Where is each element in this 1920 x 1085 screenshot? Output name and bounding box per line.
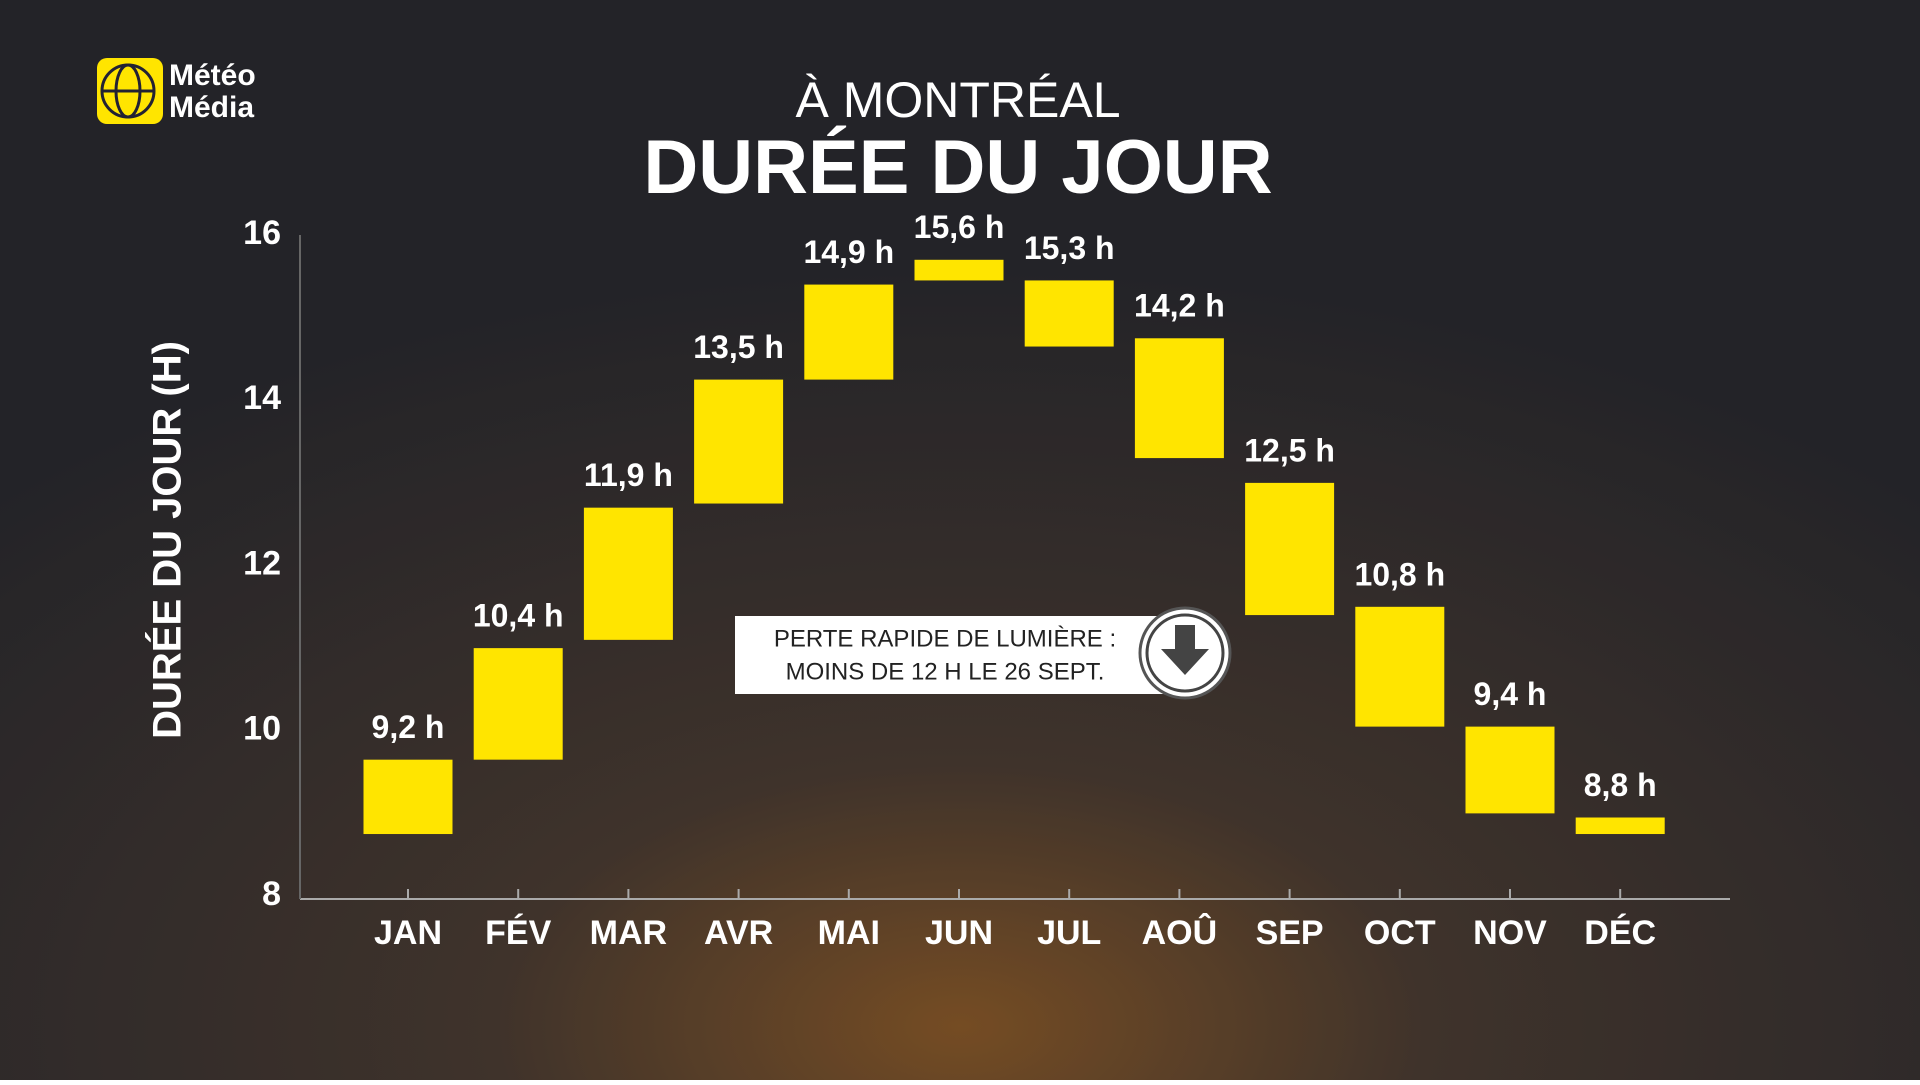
- brand: Météo: [169, 59, 256, 92]
- value-label: 15,6 h: [914, 209, 1005, 245]
- bar: [473, 648, 563, 760]
- y-tick-label: 12: [243, 544, 281, 582]
- bar: [1355, 606, 1445, 727]
- y-axis-label: DURÉE DU JOUR (H): [145, 341, 190, 739]
- chart-title: DURÉE DU JOUR: [643, 125, 1272, 210]
- x-tick-label: DÉC: [1584, 914, 1656, 952]
- value-label: 14,2 h: [1134, 288, 1225, 324]
- x-tick-label: JUN: [925, 914, 993, 952]
- y-tick-label: 8: [262, 875, 281, 913]
- value-label: 9,4 h: [1474, 676, 1547, 712]
- bar: [1575, 817, 1665, 835]
- logo: Météo Média: [97, 58, 256, 124]
- value-label: 10,8 h: [1354, 556, 1445, 592]
- x-tick-label: SEP: [1256, 914, 1324, 952]
- value-label: 12,5 h: [1244, 432, 1335, 468]
- x-tick-label: OCT: [1364, 914, 1436, 952]
- x-tick-label: JUL: [1037, 914, 1101, 952]
- x-tick-label: AVR: [704, 914, 773, 952]
- x-tick-label: NOV: [1473, 914, 1547, 952]
- bar: [1024, 280, 1114, 347]
- value-label: 14,9 h: [803, 234, 894, 270]
- value-label: 15,3 h: [1024, 230, 1115, 266]
- y-tick-label: 14: [243, 379, 281, 417]
- value-label: 11,9 h: [584, 457, 673, 493]
- bar: [804, 284, 894, 380]
- bar: [694, 379, 784, 504]
- annotation-text: MOINS DE 12 H LE 26 SEPT.: [786, 658, 1105, 685]
- bar: [1134, 338, 1224, 459]
- annotation: PERTE RAPIDE DE LUMIÈRE : MOINS DE 12 H …: [735, 606, 1232, 700]
- value-label: 13,5 h: [693, 329, 784, 365]
- bar: [1465, 726, 1555, 814]
- y-tick-label: 10: [243, 710, 281, 748]
- annotation-box: [735, 616, 1165, 694]
- chart-subtitle: À MONTRÉAL: [795, 72, 1120, 128]
- x-tick-label: FÉV: [485, 914, 551, 952]
- x-tick-label: MAR: [590, 914, 667, 952]
- value-label: 10,4 h: [473, 598, 564, 634]
- annotation-text: PERTE RAPIDE DE LUMIÈRE :: [774, 625, 1116, 652]
- value-label: 8,8 h: [1584, 767, 1657, 803]
- value-label: 9,2 h: [372, 709, 445, 745]
- bar: [914, 259, 1004, 281]
- bar: [583, 507, 673, 640]
- annotation-arrow: [1161, 625, 1209, 675]
- bar: [1245, 482, 1335, 616]
- brand: Média: [169, 91, 254, 124]
- x-tick-label: JAN: [374, 914, 442, 952]
- bar: [363, 759, 453, 835]
- y-tick-label: 16: [243, 214, 281, 252]
- x-tick-label: AOÛ: [1142, 913, 1218, 952]
- x-tick-label: MAI: [818, 914, 880, 952]
